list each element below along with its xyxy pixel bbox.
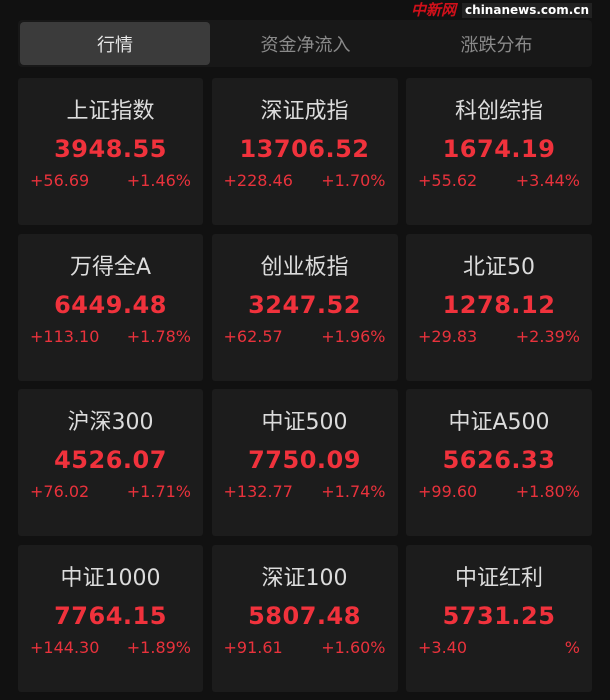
index-change: +91.61: [223, 637, 283, 657]
index-change: +144.30: [30, 637, 100, 657]
tab-bar: 行情 资金净流入 涨跌分布: [18, 20, 592, 67]
index-card[interactable]: 中证500 7750.09 +132.77 +1.74%: [211, 389, 398, 536]
index-change-pct: +1.60%: [321, 637, 386, 657]
index-changes: +144.30 +1.89%: [18, 638, 203, 657]
index-change-pct: %: [564, 637, 580, 657]
index-change-pct: +1.70%: [321, 171, 386, 190]
index-card[interactable]: 创业板指 3247.52 +62.57 +1.96%: [211, 233, 398, 381]
index-value: 1278.12: [442, 290, 556, 319]
index-name: 沪深300: [67, 410, 154, 435]
index-value: 5807.48: [248, 601, 361, 630]
index-change-pct: +3.44%: [515, 171, 580, 190]
index-value: 3948.55: [54, 135, 167, 163]
index-change: +99.60: [418, 482, 478, 501]
tab-net-inflow[interactable]: 资金净流入: [260, 34, 351, 56]
watermark-logo: 中新网: [411, 1, 457, 19]
index-value: 7764.15: [54, 601, 167, 630]
index-name: 北证50: [463, 254, 535, 280]
index-value: 3247.52: [248, 290, 361, 319]
index-changes: +3.40%: [406, 638, 592, 657]
watermark-url: chinanews.com.cn: [462, 2, 592, 18]
index-change-pct: +1.74%: [321, 482, 386, 501]
index-changes: +132.77 +1.74%: [212, 482, 398, 501]
index-change-pct: +1.46%: [126, 171, 191, 190]
index-value: 5731.25: [442, 601, 556, 630]
index-change: +113.10: [30, 326, 100, 346]
index-card[interactable]: 中证红利 5731.25 +3.40%: [406, 544, 592, 692]
index-card[interactable]: 北证50 1278.12 +29.83 +2.39%: [406, 233, 592, 381]
index-name: 科创综指: [454, 99, 543, 124]
index-change: +55.62: [418, 171, 478, 190]
index-change: +29.83: [418, 326, 478, 346]
tab-market[interactable]: 行情: [20, 22, 210, 65]
index-changes: +56.69 +1.46%: [18, 171, 203, 190]
index-card[interactable]: 沪深300 4526.07 +76.02 +1.71%: [18, 389, 203, 536]
index-changes: +29.83 +2.39%: [406, 327, 592, 346]
index-name: 上证指数: [66, 99, 155, 124]
index-value: 1674.19: [442, 135, 556, 163]
index-change-pct: +1.89%: [126, 637, 191, 657]
index-changes: +91.61 +1.60%: [212, 638, 398, 657]
index-name: 深证成指: [260, 99, 349, 124]
index-card[interactable]: 深证成指 13706.52 +228.46 +1.70%: [211, 78, 398, 225]
index-changes: +228.46 +1.70%: [212, 171, 398, 190]
index-card[interactable]: 中证1000 7764.15 +144.30 +1.89%: [18, 544, 203, 692]
index-value: 13706.52: [239, 135, 370, 163]
index-name: 中证500: [261, 410, 348, 435]
index-value: 4526.07: [54, 446, 167, 474]
index-name: 万得全A: [69, 254, 152, 280]
index-card[interactable]: 科创综指 1674.19 +55.62 +3.44%: [406, 78, 592, 225]
index-change: +76.02: [30, 482, 90, 501]
index-value: 5626.33: [442, 446, 556, 474]
index-changes: +62.57 +1.96%: [212, 327, 398, 346]
index-changes: +76.02 +1.71%: [18, 482, 203, 501]
watermark: 中新网 chinanews.com.cn: [411, 1, 592, 19]
index-card[interactable]: 上证指数 3948.55 +56.69 +1.46%: [18, 78, 203, 225]
index-value: 6449.48: [54, 290, 167, 319]
index-name: 中证1000: [60, 565, 161, 591]
index-change: +132.77: [223, 482, 293, 501]
index-change-pct: +1.71%: [126, 482, 191, 501]
index-card[interactable]: 深证100 5807.48 +91.61 +1.60%: [211, 544, 398, 692]
index-name: 中证A500: [448, 410, 550, 435]
index-change: +228.46: [223, 171, 293, 190]
index-changes: +113.10 +1.78%: [18, 327, 203, 346]
index-name: 创业板指: [260, 254, 349, 280]
index-change: +62.57: [223, 326, 283, 346]
index-grid: 上证指数 3948.55 +56.69 +1.46% 深证成指 13706.52 +228.…: [18, 78, 592, 692]
index-change-pct: +1.78%: [126, 326, 191, 346]
tab-distribution[interactable]: 涨跌分布: [460, 34, 533, 56]
index-changes: +55.62 +3.44%: [406, 171, 592, 190]
index-change-pct: +1.80%: [515, 482, 580, 501]
index-name: 中证红利: [454, 565, 543, 591]
index-change: +3.40: [418, 637, 468, 657]
index-name: 深证100: [261, 565, 348, 591]
index-card[interactable]: 万得全A 6449.48 +113.10 +1.78%: [18, 233, 203, 381]
index-change-pct: +1.96%: [321, 326, 386, 346]
index-change: +56.69: [30, 171, 90, 190]
index-card[interactable]: 中证A500 5626.33 +99.60 +1.80%: [406, 389, 592, 536]
index-change-pct: +2.39%: [515, 326, 580, 346]
index-value: 7750.09: [248, 446, 361, 474]
index-changes: +99.60 +1.80%: [406, 482, 592, 501]
